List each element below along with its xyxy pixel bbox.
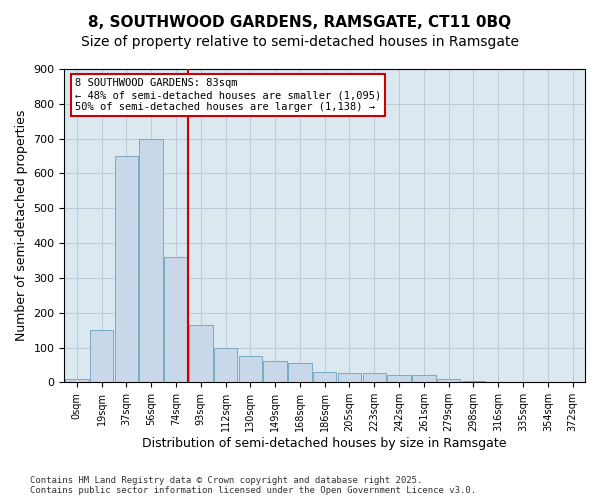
Bar [115, 156, 138, 382]
Y-axis label: Number of semi-detached properties: Number of semi-detached properties [15, 110, 28, 342]
Bar [313, 372, 337, 382]
Bar [437, 379, 460, 382]
Bar [412, 376, 436, 382]
Bar [65, 379, 89, 382]
X-axis label: Distribution of semi-detached houses by size in Ramsgate: Distribution of semi-detached houses by … [142, 437, 507, 450]
Text: 8 SOUTHWOOD GARDENS: 83sqm
← 48% of semi-detached houses are smaller (1,095)
50%: 8 SOUTHWOOD GARDENS: 83sqm ← 48% of semi… [75, 78, 381, 112]
Bar [189, 325, 212, 382]
Text: Size of property relative to semi-detached houses in Ramsgate: Size of property relative to semi-detach… [81, 35, 519, 49]
Bar [214, 348, 238, 382]
Bar [387, 376, 411, 382]
Bar [239, 356, 262, 382]
Bar [90, 330, 113, 382]
Bar [164, 257, 188, 382]
Text: 8, SOUTHWOOD GARDENS, RAMSGATE, CT11 0BQ: 8, SOUTHWOOD GARDENS, RAMSGATE, CT11 0BQ [88, 15, 512, 30]
Bar [362, 372, 386, 382]
Bar [139, 138, 163, 382]
Bar [288, 363, 311, 382]
Text: Contains HM Land Registry data © Crown copyright and database right 2025.
Contai: Contains HM Land Registry data © Crown c… [30, 476, 476, 495]
Bar [338, 372, 361, 382]
Bar [263, 362, 287, 382]
Bar [461, 380, 485, 382]
